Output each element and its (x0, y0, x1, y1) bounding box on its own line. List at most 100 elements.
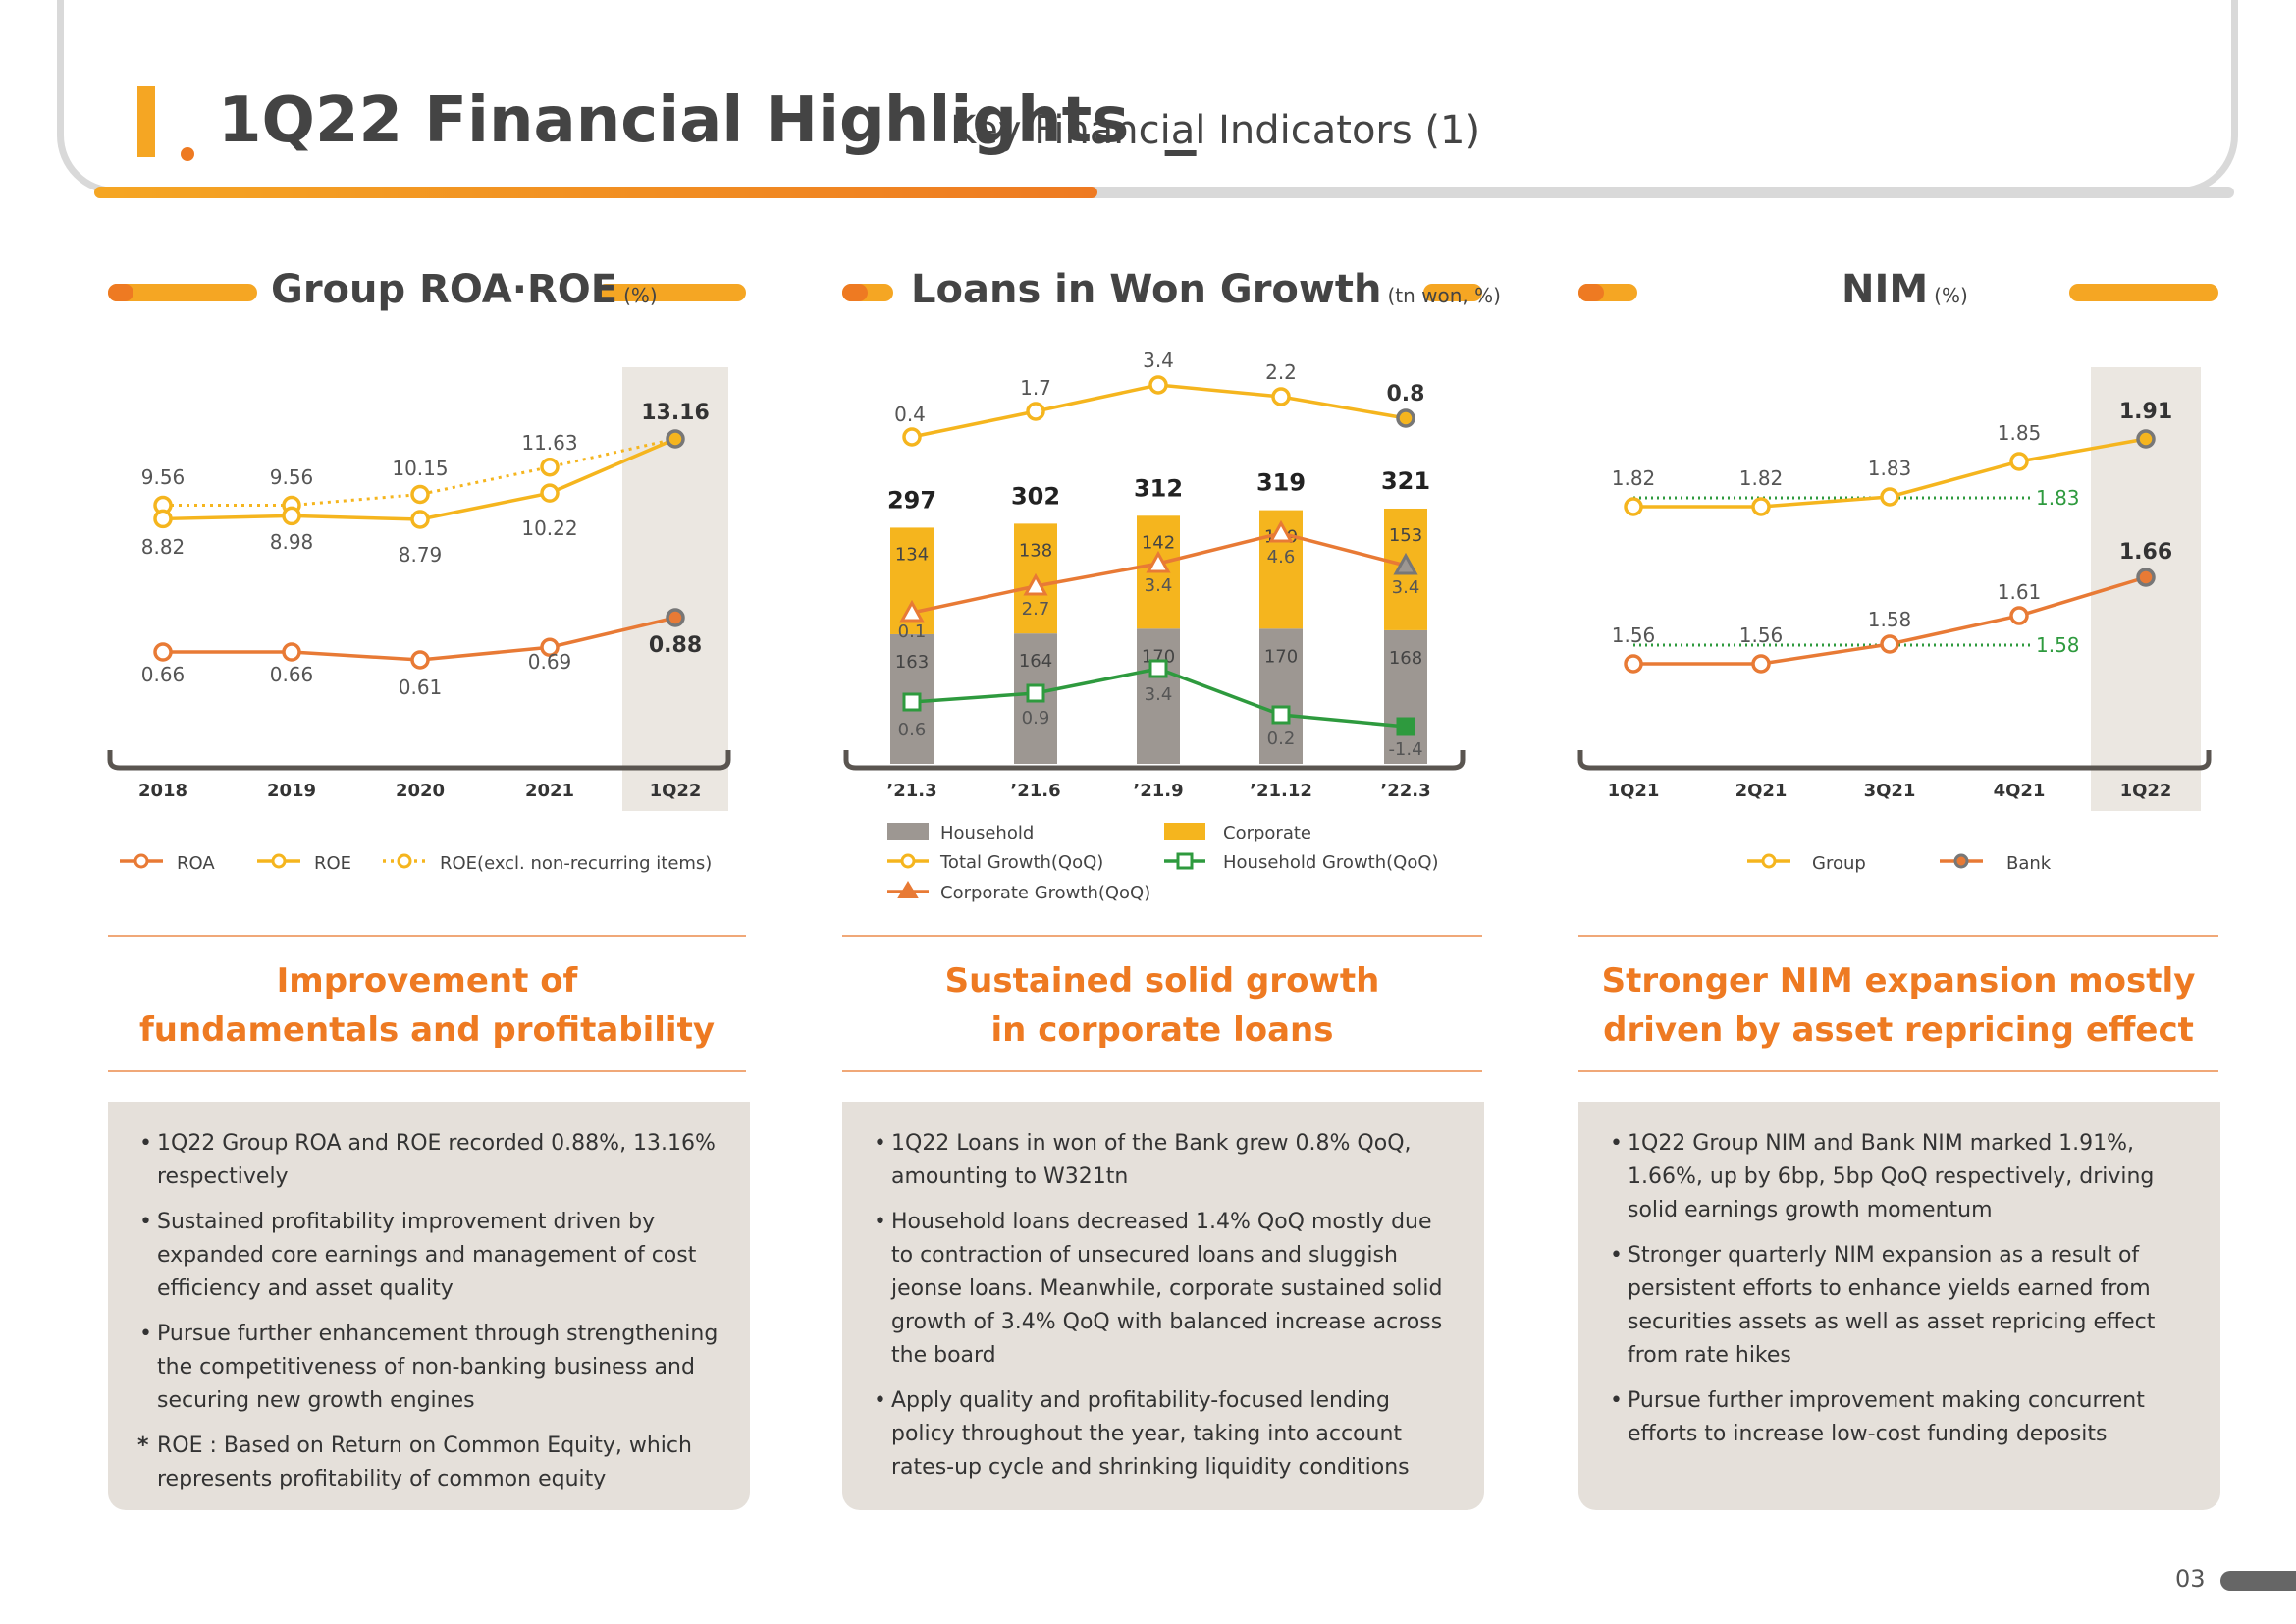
roa-point (153, 642, 173, 662)
total-growth-point (1271, 387, 1291, 406)
roe-label: 8.98 (270, 530, 314, 554)
total-growth-point (1148, 375, 1168, 395)
legend-marker (897, 881, 919, 898)
total-growth-point (1396, 408, 1415, 428)
total-label: 321 (1381, 467, 1430, 495)
roe-point (282, 506, 301, 526)
household-bar-label: 168 (1389, 648, 1422, 669)
section2-divider-bottom (842, 1070, 1482, 1072)
group-nim-point (1751, 497, 1771, 516)
household-growth-label: -1.4 (1388, 739, 1422, 760)
section2-bullet: Apply quality and profitability-focused … (870, 1384, 1457, 1485)
legend-label: Total Growth(QoQ) (939, 852, 1103, 873)
roe-label: 8.82 (141, 535, 186, 559)
roa-label: 0.88 (649, 633, 702, 658)
roa-point (666, 608, 685, 627)
section1-bullet: Pursue further enhancement through stren… (135, 1318, 722, 1418)
legend-marker (271, 853, 287, 869)
household-bar (1384, 629, 1427, 764)
roe-label: 10.22 (521, 516, 577, 540)
corporate-growth-point (1146, 550, 1171, 573)
section3-bullet: Pursue further improvement making concur… (1606, 1384, 2193, 1451)
x-axis (843, 750, 1466, 771)
corporate-growth-label: 3.4 (1145, 575, 1173, 596)
total-growth-label: 0.8 (1387, 382, 1425, 406)
group-nim-label: 1.82 (1612, 466, 1656, 490)
section2-bullet: 1Q22 Loans in won of the Bank grew 0.8% … (870, 1127, 1457, 1194)
legend-label: Group (1812, 853, 1866, 874)
legend-marker (397, 853, 412, 869)
roe-point (410, 510, 430, 529)
group-nim-point (1880, 487, 1899, 507)
total-growth-label: 0.4 (894, 403, 926, 426)
group-nim-label: 1.83 (1868, 457, 1912, 480)
corporate-growth-point (1023, 572, 1048, 596)
total-growth-point (902, 427, 922, 447)
corporate-growth-label: 0.1 (898, 622, 927, 642)
legend-label: Bank (2006, 853, 2052, 874)
section2-headline: Sustained solid growth in corporate loans (944, 961, 1380, 1050)
section1-bullet: Sustained profitability improvement driv… (135, 1206, 722, 1306)
household-growth-label: 0.9 (1022, 708, 1050, 729)
household-bar-label: 164 (1019, 651, 1052, 672)
x-tick-label: 2019 (267, 781, 316, 801)
corporate-growth-label: 3.4 (1392, 577, 1420, 598)
x-tick-label: 4Q21 (1994, 781, 2046, 801)
roa-point (540, 637, 560, 658)
x-tick-label: ’21.9 (1133, 781, 1183, 801)
household-bar-label: 163 (895, 652, 929, 673)
section3-bullet: Stronger quarterly NIM expansion as a re… (1606, 1239, 2193, 1373)
bank-nim-point (2136, 568, 2156, 587)
section1-unit: (%) (623, 284, 658, 307)
legend-marker (1761, 853, 1777, 869)
roa-point (282, 642, 301, 662)
nim-chart: 1Q21 2Q21 3Q21 4Q21 1Q22 1.83 1.58 1.82 1.82 1.83… (1577, 367, 2212, 874)
page-title-text: 1Q22 Financial Highlights (218, 84, 1130, 157)
household-bar-label: 170 (1264, 646, 1298, 667)
group-nim-label: 1.91 (2119, 400, 2172, 424)
total-label: 319 (1256, 469, 1306, 497)
roa-label: 0.61 (399, 676, 443, 699)
page-title: 1Q22 Financial Highlights _ (218, 84, 1197, 157)
footnote-text: ROE : Based on Return on Common Equity, … (157, 1434, 692, 1491)
total-growth-label: 2.2 (1265, 360, 1297, 384)
legend-label: Corporate Growth(QoQ) (940, 883, 1150, 903)
page-number: 03 (2175, 1565, 2206, 1593)
roa-label: 0.69 (528, 650, 572, 674)
household-growth-point (1271, 705, 1291, 725)
section2-divider-top (842, 935, 1482, 937)
bank-nim-point (1751, 654, 1771, 674)
corporate-bar-label: 138 (1019, 540, 1052, 561)
section2-left-pill (842, 284, 893, 301)
total-label: 297 (887, 486, 936, 514)
roa-roe-chart: 2018 2019 2020 2021 1Q22 9.56 9.56 10.15 11.63 8.… (107, 367, 731, 874)
x-tick-label: 2Q21 (1735, 781, 1788, 801)
x-tick-label: ’21.6 (1010, 781, 1060, 801)
bank-nim-label: 1.56 (1739, 623, 1784, 647)
group-nim-label: 1.85 (1998, 421, 2042, 445)
section1-title: Group ROA·ROE (%) (271, 267, 658, 312)
total-growth-label: 3.4 (1143, 349, 1174, 372)
total-growth-point (1026, 402, 1045, 421)
household-growth-point (1148, 659, 1168, 678)
household-growth-point (1396, 717, 1415, 736)
section2-title: Loans in Won Growth (tn won, %) (911, 267, 1501, 312)
bank-nim-point (2009, 606, 2029, 625)
section3-notes: 1Q22 Group NIM and Bank NIM marked 1.91%… (1578, 1102, 2220, 1510)
legend-marker (1176, 852, 1194, 870)
legend-label: Household (940, 823, 1034, 843)
total-label: 312 (1134, 474, 1183, 502)
roa-point (410, 650, 430, 670)
bank-nim-label: 1.66 (2119, 540, 2172, 565)
roe-excl-point (540, 457, 560, 477)
household-bar (1137, 628, 1180, 764)
corporate-growth-point (1268, 519, 1294, 543)
section1-right-pill (597, 284, 746, 301)
roe-label: 8.79 (399, 543, 443, 567)
reference-label: 1.58 (2036, 633, 2080, 657)
legend-label: Corporate (1223, 823, 1311, 843)
roe-excl-label: 10.15 (392, 457, 448, 480)
x-tick-label: 2018 (138, 781, 187, 801)
household-bar (1259, 628, 1303, 764)
x-tick-label: 2021 (525, 781, 574, 801)
